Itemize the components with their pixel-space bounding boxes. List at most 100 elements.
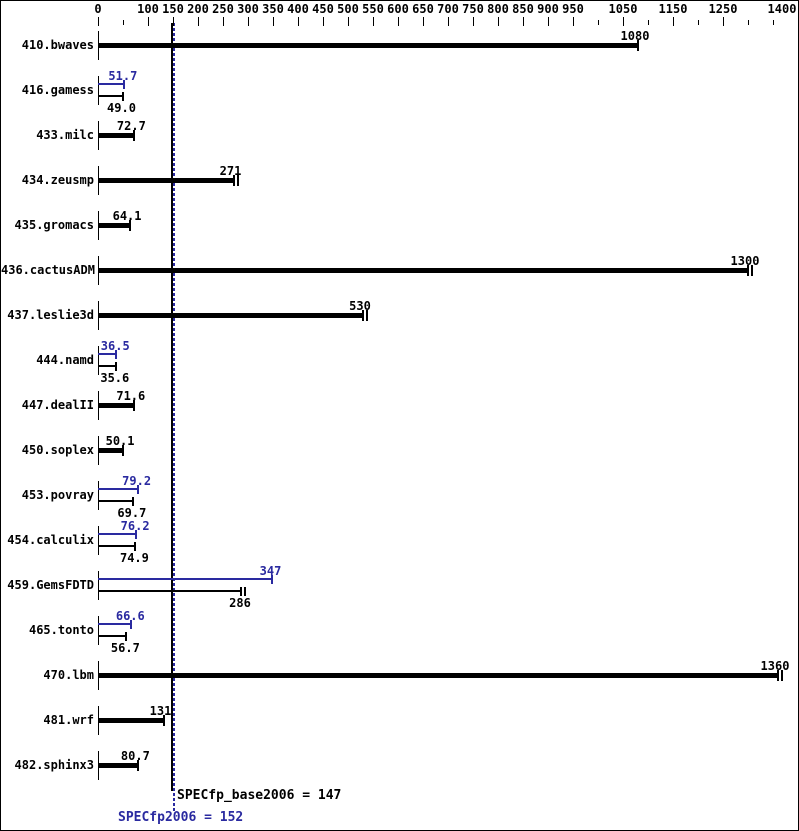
x-axis-major-tick bbox=[423, 17, 424, 26]
base-value-label: 80.7 bbox=[120, 749, 150, 763]
x-axis-tick-label: 800 bbox=[487, 2, 509, 16]
x-axis-major-tick bbox=[373, 17, 374, 26]
benchmark-label: 453.povray bbox=[21, 488, 94, 502]
base-value-label: 49.0 bbox=[107, 101, 136, 115]
base-bar-endcap bbox=[236, 175, 239, 186]
base-value-label: 131 bbox=[149, 704, 172, 718]
peak-bar-endcap bbox=[136, 485, 139, 494]
x-axis-tick-label: 250 bbox=[212, 2, 234, 16]
x-axis-major-tick bbox=[148, 17, 149, 26]
base-value-label: 271 bbox=[219, 164, 242, 178]
benchmark-label: 450.soplex bbox=[21, 443, 94, 457]
base-bar-endcap bbox=[134, 542, 137, 551]
base-bar-endcap bbox=[637, 40, 639, 51]
x-axis-major-tick bbox=[273, 17, 274, 26]
base-bar bbox=[98, 95, 123, 97]
x-axis-tick-label: 450 bbox=[312, 2, 334, 16]
benchmark-label: 447.dealII bbox=[21, 398, 94, 412]
x-axis-tick-label: 650 bbox=[412, 2, 434, 16]
x-axis-major-tick bbox=[298, 17, 299, 26]
x-axis-major-tick bbox=[223, 17, 224, 26]
base-bar-endcap bbox=[114, 362, 117, 371]
x-axis-tick-label: 100 bbox=[137, 2, 159, 16]
x-axis-tick-label: 1250 bbox=[708, 2, 738, 16]
row-zero-tick bbox=[98, 526, 99, 555]
base-bar-endcap bbox=[125, 632, 128, 641]
peak-value-label: 51.7 bbox=[108, 69, 138, 83]
x-axis-minor-tick bbox=[123, 20, 124, 25]
base-bar bbox=[98, 313, 363, 318]
base-bar bbox=[98, 718, 164, 723]
x-axis-major-tick bbox=[498, 17, 499, 26]
peak-bar bbox=[98, 533, 137, 535]
benchmark-label: 433.milc bbox=[36, 128, 94, 142]
x-axis-major-tick bbox=[173, 17, 174, 26]
base-bar bbox=[98, 590, 241, 592]
row-zero-tick bbox=[98, 571, 99, 600]
row-zero-tick bbox=[98, 481, 99, 510]
base-bar bbox=[98, 268, 748, 273]
x-axis-major-tick bbox=[573, 17, 574, 26]
x-axis-tick-label: 1050 bbox=[608, 2, 638, 16]
x-axis-tick-label: 400 bbox=[287, 2, 309, 16]
x-axis-tick-label: 350 bbox=[262, 2, 284, 16]
benchmark-label: 454.calculix bbox=[7, 533, 94, 547]
base-bar-endcap bbox=[781, 670, 783, 681]
peak-value-label: 76.2 bbox=[120, 519, 150, 533]
base-bar-endcap bbox=[121, 92, 124, 101]
base-bar-endcap bbox=[162, 715, 165, 726]
peak-bar-endcap bbox=[130, 620, 133, 629]
peak-bar bbox=[98, 353, 117, 355]
x-axis-major-tick bbox=[248, 17, 249, 26]
benchmark-label: 470.lbm bbox=[43, 668, 94, 682]
benchmark-label: 410.bwaves bbox=[21, 38, 94, 52]
base-bar-endcap bbox=[240, 587, 242, 596]
base-bar bbox=[98, 763, 139, 768]
base-value-label: 50.1 bbox=[105, 434, 135, 448]
base-bar bbox=[98, 635, 127, 637]
base-bar bbox=[98, 448, 124, 453]
x-axis-tick-label: 0 bbox=[94, 2, 102, 16]
base-bar-endcap bbox=[747, 265, 749, 276]
x-axis-tick-label: 500 bbox=[337, 2, 359, 16]
x-axis-major-tick bbox=[98, 17, 99, 26]
base-bar-endcap bbox=[132, 400, 135, 411]
base-value-label: 71.6 bbox=[116, 389, 146, 403]
base-bar-endcap bbox=[244, 587, 246, 596]
peak-bar bbox=[98, 578, 272, 580]
benchmark-label: 481.wrf bbox=[43, 713, 94, 727]
base-bar-endcap bbox=[366, 310, 368, 321]
peak-bar bbox=[98, 83, 124, 85]
x-axis-minor-tick bbox=[698, 20, 699, 25]
peak-bar-endcap bbox=[115, 350, 118, 359]
row-zero-tick bbox=[98, 76, 99, 105]
benchmark-label: 435.gromacs bbox=[14, 218, 94, 232]
peak-bar-endcap bbox=[122, 80, 125, 89]
x-axis-major-tick bbox=[548, 17, 549, 26]
peak-mean-line bbox=[173, 23, 175, 811]
base-bar bbox=[98, 133, 135, 138]
x-axis-minor-tick bbox=[773, 20, 774, 25]
x-axis-minor-tick bbox=[748, 20, 749, 25]
base-value-label: 286 bbox=[229, 596, 251, 610]
base-bar-endcap bbox=[777, 670, 779, 681]
x-axis-tick-label: 850 bbox=[512, 2, 534, 16]
row-zero-tick bbox=[98, 346, 99, 375]
x-axis-tick-label: 700 bbox=[437, 2, 459, 16]
peak-bar-endcap bbox=[135, 530, 138, 539]
base-bar bbox=[98, 545, 136, 547]
x-axis-major-tick bbox=[473, 17, 474, 26]
x-axis-major-tick bbox=[623, 17, 624, 26]
base-bar bbox=[98, 403, 134, 408]
base-mean-line bbox=[171, 23, 173, 791]
base-bar bbox=[98, 365, 116, 367]
base-bar-endcap bbox=[133, 130, 136, 141]
base-bar bbox=[98, 673, 778, 678]
peak-value-label: 36.5 bbox=[100, 339, 130, 353]
specfp-base-summary: SPECfp_base2006 = 147 bbox=[177, 788, 342, 803]
base-value-label: 74.9 bbox=[119, 551, 149, 565]
base-bar-endcap bbox=[232, 175, 235, 186]
base-bar-endcap bbox=[131, 497, 134, 506]
